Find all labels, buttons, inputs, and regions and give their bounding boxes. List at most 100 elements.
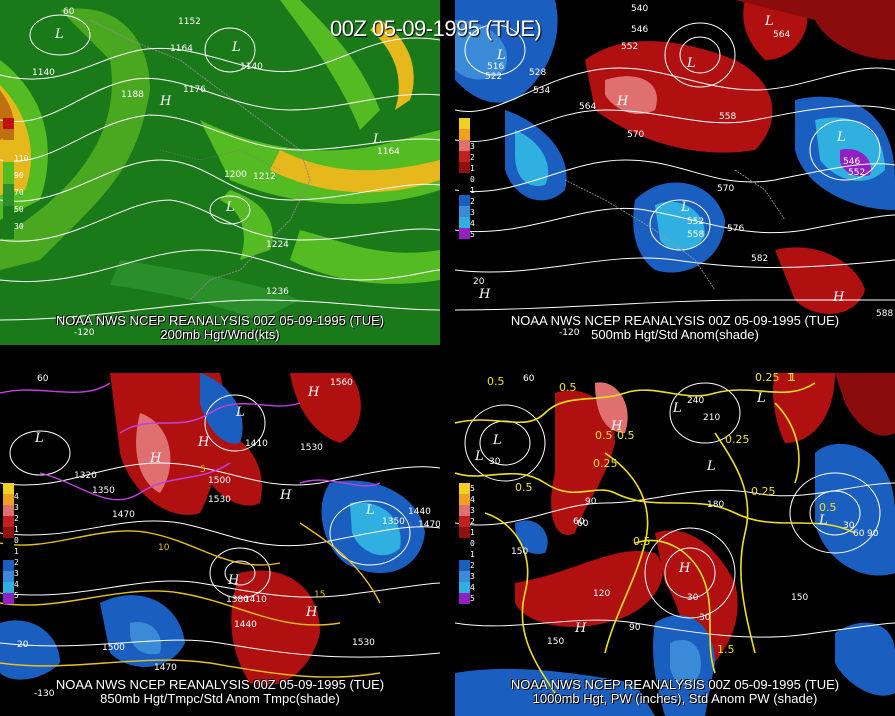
axis-label: 60 — [523, 374, 535, 384]
high-center: H — [617, 94, 629, 109]
legend-label: 2 — [14, 514, 19, 523]
low-center: L — [366, 503, 375, 518]
low-center: L — [493, 433, 502, 448]
legend-label: 2 — [470, 517, 475, 526]
contour-label: 1140 — [240, 62, 263, 72]
legend-label: 0 — [14, 536, 19, 545]
low-center: L — [236, 405, 245, 420]
high-center: H — [228, 573, 240, 588]
contour-label: 0.5 — [487, 375, 505, 388]
legend-label: 4 — [14, 492, 19, 501]
caption-line2: 1000mb Hgt, PW (inches), Std Anom PW (sh… — [532, 691, 818, 706]
contour-label: 1320 — [74, 471, 97, 481]
high-center: H — [479, 287, 491, 302]
contour-label: 1530 — [352, 638, 375, 648]
contour-label: 522 — [485, 72, 503, 82]
caption-line2: 500mb Hgt/Std Anom(shade) — [591, 327, 759, 342]
contour-label: 60 — [573, 517, 585, 527]
contour-label: 150 — [511, 547, 529, 557]
contour-label: 1224 — [266, 240, 289, 250]
contour-label: 1470 — [154, 663, 177, 673]
contour-label: 1350 — [92, 486, 115, 496]
contour-label: 30 — [843, 521, 855, 531]
panel-1000mb: 5 4 3 2 1 0 1 2 3 4 5 0.5 0.5 0.25 240 2… — [455, 373, 895, 716]
anom-legend-labels: 3 2 1 0 1 2 3 4 5 — [470, 141, 475, 240]
legend-label: 5 — [470, 484, 475, 493]
legend-label: 50 — [14, 205, 24, 214]
low-center: L — [765, 14, 774, 29]
contour-label: 30 — [699, 613, 711, 623]
legend-label: 3 — [14, 569, 19, 578]
anom-legend — [3, 483, 14, 604]
contour-label: 570 — [717, 184, 735, 194]
contour-label: 1380 — [226, 595, 249, 605]
contour-label: 1470 — [112, 510, 135, 520]
contour-label: 0.25 — [593, 457, 618, 470]
contour-label: 528 — [529, 68, 547, 78]
low-center: L — [757, 391, 766, 406]
contour-label: 90 — [629, 623, 641, 633]
contour-label: 0.25 — [755, 373, 780, 384]
contour-label: 546 — [843, 157, 861, 167]
contour-label: 210 — [703, 413, 721, 423]
contour-label: 1 — [787, 373, 794, 384]
low-center: L — [819, 513, 828, 528]
low-center: L — [837, 130, 846, 145]
contour-label: 570 — [627, 130, 645, 140]
contour-label: 1.5 — [717, 643, 735, 656]
high-center: H — [308, 385, 320, 400]
caption-line2: 850mb Hgt/Tmpc/Std Anom Tmpc(shade) — [100, 691, 340, 706]
legend-label: 3 — [14, 503, 19, 512]
contour-label: 1440 — [234, 620, 257, 630]
low-center: L — [35, 431, 44, 446]
contour-label: 1176 — [183, 85, 206, 95]
contour-label: 0.25 — [751, 485, 776, 498]
contour-label: 0.5 — [595, 429, 613, 442]
contour-label: 240 — [687, 396, 705, 406]
contour-label: 1152 — [178, 17, 201, 27]
contour-label: 534 — [533, 86, 551, 96]
contour-label: 552 — [687, 217, 705, 227]
axis-label: 60 — [63, 7, 75, 17]
low-center: L — [55, 27, 64, 42]
low-center: L — [373, 132, 382, 147]
contour-label: 1140 — [32, 68, 55, 78]
high-center: H — [198, 435, 210, 450]
legend-label: 0 — [470, 539, 475, 548]
panel-850mb: 4 3 2 1 0 1 2 3 4 5 1560 1470 1320 1350 … — [0, 373, 440, 716]
contour-label: 30 — [687, 593, 699, 603]
wind-legend-labels: 110 90 70 50 30 — [14, 150, 28, 235]
contour-label: 1500 — [102, 643, 125, 653]
contour-label: 1470 — [418, 520, 440, 530]
legend-label: 3 — [470, 142, 475, 151]
low-center: L — [681, 200, 690, 215]
legend-label: 4 — [470, 495, 475, 504]
map-500mb — [455, 0, 895, 345]
legend-label: 5 — [470, 594, 475, 603]
legend-label: 1 — [470, 550, 475, 559]
high-center: H — [575, 621, 587, 636]
contour-label: 10 — [158, 543, 170, 553]
contour-label: 564 — [579, 102, 597, 112]
legend-label: 90 — [14, 171, 24, 180]
legend-label: 110 — [14, 154, 29, 163]
legend-label: 1 — [14, 525, 19, 534]
high-center: H — [611, 419, 623, 434]
axis-label: 20 — [473, 277, 485, 287]
map-850mb — [0, 373, 440, 716]
legend-label: 3 — [470, 572, 475, 581]
legend-label: 70 — [14, 188, 24, 197]
contour-label: 1350 — [382, 517, 405, 527]
panel-caption: NOAA NWS NCEP REANALYSIS 00Z 05-09-1995 … — [0, 314, 440, 342]
contour-label: 0.5 — [819, 501, 837, 514]
legend-label: 1 — [470, 164, 475, 173]
contour-label: 0.5 — [633, 535, 651, 548]
high-center: H — [160, 94, 172, 109]
contour-label: 150 — [547, 637, 565, 647]
panel-200mb: 110 90 70 50 30 1152 1164 1140 1140 1188… — [0, 0, 440, 345]
low-center: L — [687, 56, 696, 71]
contour-label: 1530 — [300, 443, 323, 453]
contour-label: 0.5 — [559, 381, 577, 394]
contour-label: 582 — [751, 254, 769, 264]
low-center: L — [475, 449, 484, 464]
